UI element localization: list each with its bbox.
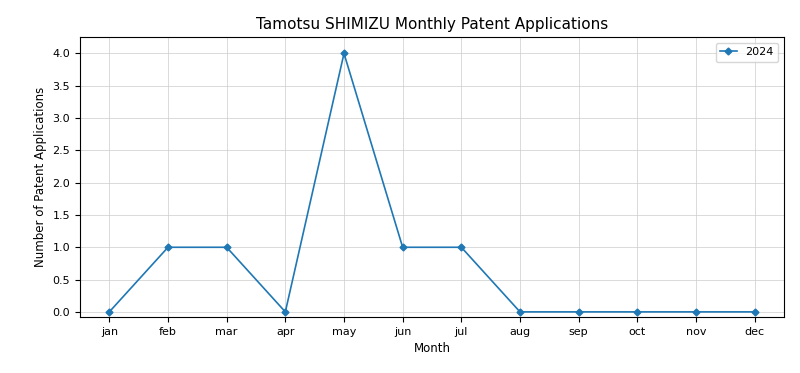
Y-axis label: Number of Patent Applications: Number of Patent Applications bbox=[34, 87, 47, 267]
X-axis label: Month: Month bbox=[414, 342, 450, 355]
2024 bbox=[515, 310, 525, 314]
2024 bbox=[633, 310, 642, 314]
2024 bbox=[281, 310, 290, 314]
Line: 2024: 2024 bbox=[107, 51, 757, 314]
2024 bbox=[398, 245, 407, 250]
2024 bbox=[339, 51, 349, 56]
2024 bbox=[105, 310, 114, 314]
2024 bbox=[457, 245, 466, 250]
Legend: 2024: 2024 bbox=[716, 43, 778, 62]
Title: Tamotsu SHIMIZU Monthly Patent Applications: Tamotsu SHIMIZU Monthly Patent Applicati… bbox=[256, 17, 608, 32]
2024 bbox=[750, 310, 759, 314]
2024 bbox=[222, 245, 231, 250]
2024 bbox=[574, 310, 583, 314]
2024 bbox=[163, 245, 173, 250]
2024 bbox=[691, 310, 701, 314]
